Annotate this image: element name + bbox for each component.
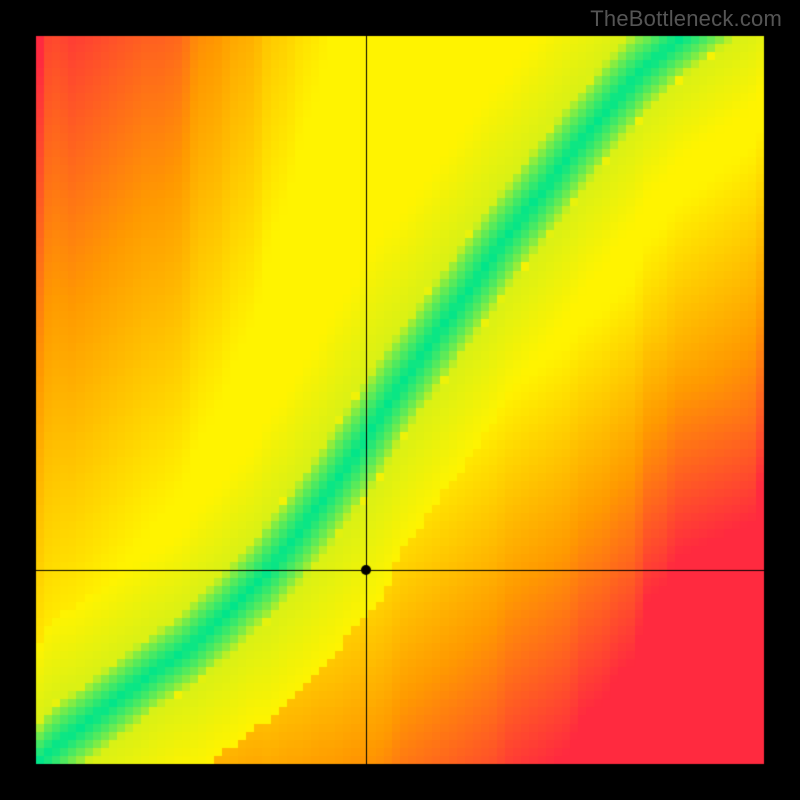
watermark-text: TheBottleneck.com: [590, 6, 782, 32]
chart-container: TheBottleneck.com: [0, 0, 800, 800]
heatmap-canvas: [0, 0, 800, 800]
